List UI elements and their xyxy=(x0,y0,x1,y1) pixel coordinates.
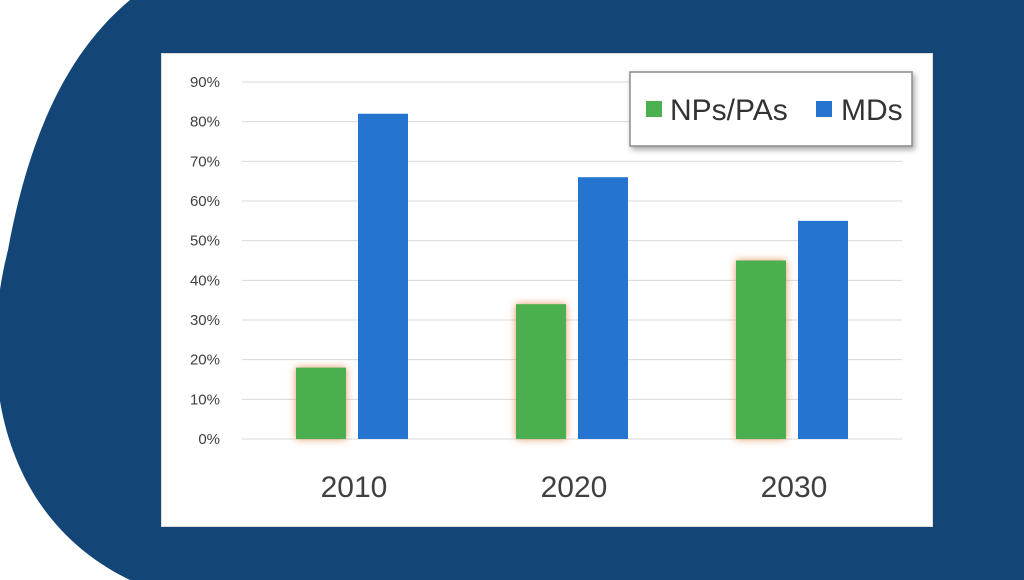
legend-swatch-mds xyxy=(816,101,832,117)
bar-nps-pas-2030 xyxy=(736,260,786,439)
grid-lines xyxy=(242,81,902,440)
bars xyxy=(296,113,848,439)
y-axis-tick-labels: 0% 10% 20% 30% 40% 50% 60% 70% 80% 90% xyxy=(190,74,220,448)
bar-nps-pas-2010 xyxy=(296,367,346,439)
y-tick-label: 60% xyxy=(190,193,220,210)
legend-box xyxy=(629,71,913,147)
y-tick-label: 50% xyxy=(190,233,220,250)
bar-mds-2020 xyxy=(578,177,628,439)
y-tick-label: 40% xyxy=(190,272,220,289)
x-tick-label: 2030 xyxy=(761,471,828,504)
legend-label-mds: MDs xyxy=(841,94,903,127)
chart-panel: 0% 10% 20% 30% 40% 50% 60% 70% 80% 90% 2010 2020 20… xyxy=(162,54,932,526)
y-tick-label: 0% xyxy=(198,431,220,448)
bar-chart: 0%10%20%30%40%50%60%70%80%90% 2010 2020 20… xyxy=(190,71,913,504)
y-tick-label: 10% xyxy=(190,391,220,408)
y-tick-label: 30% xyxy=(190,312,220,329)
y-tick-label: 70% xyxy=(190,153,220,170)
legend-swatch-nps-pas xyxy=(646,101,662,117)
legend-label-nps-pas: NPs/PAs xyxy=(670,94,788,127)
legend: NPs/PAs MDs xyxy=(629,71,913,147)
x-tick-label: 2010 xyxy=(321,471,388,504)
bar-mds-2010 xyxy=(358,113,408,439)
y-tick-label: 90% xyxy=(190,74,220,91)
bar-nps-pas-2020 xyxy=(516,304,566,439)
x-tick-label: 2020 xyxy=(541,471,608,504)
x-axis-tick-labels: 2010 2020 2030 xyxy=(321,471,828,504)
y-tick-label: 20% xyxy=(190,352,220,369)
y-tick-label: 80% xyxy=(190,114,220,131)
bar-mds-2030 xyxy=(798,220,848,439)
